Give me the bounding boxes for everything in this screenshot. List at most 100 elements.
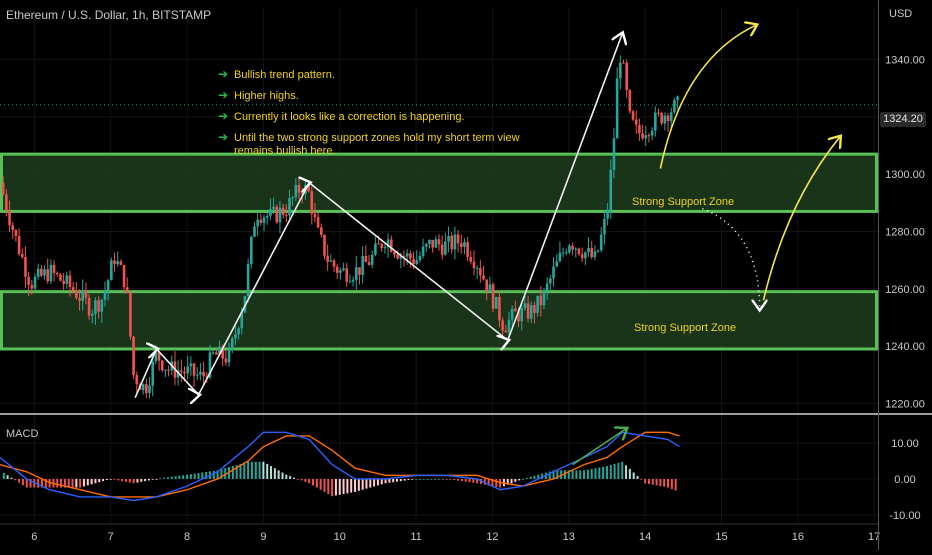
macd-histogram-bar <box>342 478 345 495</box>
macd-histogram-bar <box>537 474 540 479</box>
candle-body <box>584 252 587 259</box>
macd-line <box>0 431 680 502</box>
macd-histogram-bar <box>140 478 143 482</box>
macd-histogram-bar <box>37 478 40 488</box>
candle-body <box>164 369 167 371</box>
macd-histogram-bar <box>250 461 253 479</box>
candle-body <box>593 251 597 258</box>
currency-label[interactable]: USD <box>889 8 913 20</box>
macd-histogram-bar <box>659 478 662 487</box>
candle-body <box>498 296 501 321</box>
macd-histogram-bar <box>144 478 147 482</box>
candle-body <box>622 62 625 64</box>
macd-histogram-bar <box>434 478 437 480</box>
macd-histogram-bar <box>147 478 150 481</box>
candle-body <box>634 119 638 125</box>
candle-body <box>122 264 126 288</box>
macd-histogram-bar <box>2 472 5 479</box>
candle-body <box>555 261 559 267</box>
macd-histogram-bar <box>56 478 59 488</box>
macd-histogram-bar <box>632 472 635 479</box>
x-tick-label: 10 <box>334 531 346 543</box>
candle-body <box>119 261 123 265</box>
macd-histogram-bar <box>212 470 215 479</box>
candle-body <box>676 96 679 101</box>
candle-body <box>380 244 384 249</box>
macd-histogram-bar <box>403 478 406 481</box>
trend-zigzag <box>134 34 622 398</box>
macd-histogram-bar <box>331 478 334 497</box>
candle-body <box>125 287 129 292</box>
candle-body <box>281 207 285 215</box>
macd-histogram-bar <box>514 478 517 482</box>
macd-histogram-bar <box>201 472 204 479</box>
candle-body <box>393 251 396 255</box>
candle-body <box>558 252 562 262</box>
candle-body <box>14 229 18 236</box>
note-text: Bullish trend pattern. <box>234 69 335 81</box>
macd-histogram-bar <box>60 478 63 488</box>
macd-histogram-bar <box>636 476 639 479</box>
macd-histogram-bar <box>579 470 582 479</box>
candle-body <box>641 133 644 139</box>
macd-histogram-bar <box>426 478 429 480</box>
macd-histogram-bar <box>365 478 368 489</box>
note-text: Currently it looks like a correction is … <box>234 111 465 123</box>
candle-body <box>609 169 613 211</box>
macd-histogram-bar <box>628 468 631 479</box>
macd-histogram-bar <box>575 470 578 479</box>
x-tick-label: 16 <box>792 531 804 543</box>
symbol-title[interactable]: Ethereum / U.S. Dollar, 1h, BITSTAMP <box>6 8 212 22</box>
macd-lines <box>0 429 680 502</box>
candle-body <box>549 278 552 284</box>
note-text: Higher highs. <box>234 90 299 102</box>
x-tick-label: 7 <box>108 531 114 543</box>
macd-label[interactable]: MACD <box>6 428 39 440</box>
macd-histogram-bar <box>18 478 21 483</box>
arrow-right-icon: ➔ <box>218 130 229 144</box>
macd-histogram-bar <box>300 478 303 481</box>
candle-body <box>55 272 59 275</box>
candle-body <box>71 286 75 291</box>
macd-histogram-bar <box>552 470 555 479</box>
candle-body <box>552 266 555 279</box>
macd-histogram-bar <box>186 474 189 479</box>
macd-histogram-bar <box>495 478 498 487</box>
macd-histogram-bar <box>506 478 509 485</box>
macd-histogram-bar <box>361 478 364 490</box>
x-tick-label: 17 <box>868 531 880 543</box>
candle-body <box>561 252 565 254</box>
macd-histogram-bar <box>220 469 223 479</box>
macd-histogram-bar <box>315 478 318 488</box>
macd-histogram-bar <box>216 470 219 479</box>
macd-histogram-bar <box>296 478 299 480</box>
macd-histogram-bar <box>598 467 601 479</box>
candle-body <box>529 305 533 319</box>
candle-body <box>587 248 590 253</box>
candle-body <box>660 113 663 124</box>
candle-body <box>383 247 387 249</box>
candle-body <box>657 112 660 114</box>
macd-histogram-bar <box>563 470 566 479</box>
macd-histogram-bar <box>308 478 311 484</box>
candle-body <box>278 207 282 223</box>
candle-body <box>389 239 393 252</box>
macd-histogram-bar <box>418 478 421 480</box>
arrow-right-icon: ➔ <box>218 109 229 123</box>
candle-body <box>326 255 329 262</box>
candle-body <box>412 258 415 265</box>
candle-body <box>253 226 256 237</box>
candle-body <box>374 243 377 255</box>
macd-tick-label: 0.00 <box>894 474 915 486</box>
candle-body <box>27 276 30 285</box>
trend-lines <box>134 34 622 398</box>
candle-body <box>269 209 272 216</box>
candle-body <box>577 248 581 255</box>
x-tick-label: 6 <box>31 531 37 543</box>
candle-body <box>596 250 600 252</box>
candle-body <box>148 385 151 394</box>
macd-histogram-bar <box>392 478 395 483</box>
candle-body <box>43 269 46 276</box>
candle-body <box>97 300 100 312</box>
candle-body <box>580 254 584 259</box>
